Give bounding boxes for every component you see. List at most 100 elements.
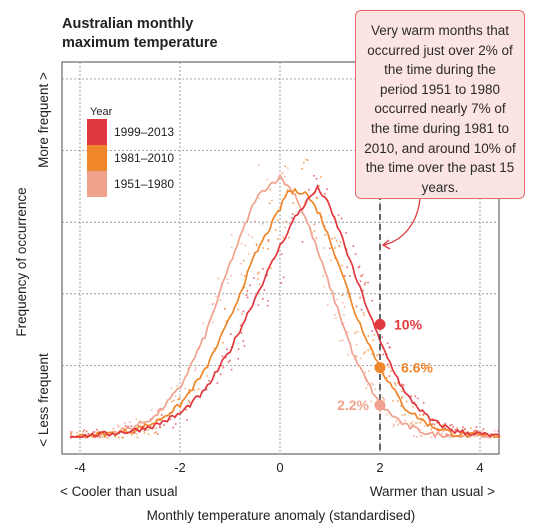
scatter-point [228,359,231,362]
callout-arrow [383,197,421,246]
scatter-point [316,197,319,200]
scatter-point [301,241,304,243]
annotation-callout: Very warm months that occurred just over… [355,10,525,199]
scatter-point [188,401,191,404]
scatter-point [219,299,222,301]
scatter-point [363,314,365,317]
scatter-point [400,405,402,407]
scatter-point [277,209,279,212]
scatter-point [245,294,248,297]
scatter-point [268,202,271,205]
callout-arrowhead [381,239,391,250]
legend: Year 1999–2013 1981–2010 1951–1980 [87,106,174,197]
scatter-point [261,298,264,300]
scatter-point [211,303,214,306]
scatter-point [284,226,286,229]
scatter-point [237,308,239,311]
scatter-point [302,161,305,164]
scatter-point [412,424,415,426]
scatter-point [410,424,413,427]
scatter-point [330,259,332,262]
scatter-point [450,428,453,430]
scatter-point [386,342,389,345]
scatter-point [364,281,367,284]
scatter-point [258,271,260,274]
scatter-point [313,230,316,232]
scatter-point [371,330,373,332]
scatter-point [462,426,464,428]
series-lines [69,173,501,439]
scatter-point [429,436,432,439]
scatter-point [262,268,264,270]
scatter-point [341,302,344,304]
scatter-point [404,420,406,422]
scatter-point [401,390,403,393]
scatter-point [370,400,372,403]
scatter-point [322,247,325,249]
scatter-point [281,172,284,174]
scatter-point [224,307,226,310]
scatter-point [255,243,258,246]
scatter-point [444,422,447,425]
scatter-point [244,244,247,247]
scatter-point [243,345,246,347]
scatter-point [230,233,233,236]
scatter-point [334,314,336,316]
scatter-point [341,339,344,342]
scatter-point [85,436,87,439]
x-right-label: Warmer than usual > [370,484,495,499]
scatter-point [413,435,415,437]
scatter-point [475,430,478,432]
scatter-point [412,405,414,408]
scatter-point [237,348,240,351]
scatter-point [360,275,362,278]
scatter-point [326,188,328,190]
legend-title: Year [90,106,113,118]
scatter-point [172,399,175,402]
scatter-point [206,375,209,377]
scatter-point [315,196,318,199]
scatter-point [87,433,90,435]
scatter-point [419,422,422,424]
marker-label: 2.2% [337,397,369,413]
scatter-point [381,396,383,399]
scatter-point [117,425,120,428]
scatter-point [124,425,127,427]
scatter-point [401,395,403,398]
scatter-point [416,435,418,438]
scatter-point [360,308,363,311]
marker-dot [374,318,386,330]
scatter-point [101,436,104,438]
scatter-point [96,428,98,431]
scatter-point [185,408,187,411]
scatter-point [216,382,219,384]
scatter-point [428,420,431,423]
scatter-point [98,431,100,433]
scatter-point [262,247,264,249]
scatter-point [359,357,362,360]
scatter-point [397,382,399,384]
scatter-point [355,305,358,308]
scatter-point [70,432,73,434]
scatter-point [324,193,326,195]
scatter-point [369,348,372,351]
scatter-point [372,383,374,386]
scatter-point [382,353,384,356]
scatter-point [169,418,172,421]
scatter-point [372,339,375,342]
scatter-point [437,429,440,432]
scatter-point [334,236,336,239]
scatter-point [300,211,303,214]
scatter-point [241,313,243,315]
scatter-point [230,368,233,371]
scatter-point [444,427,447,429]
scatter-point [362,312,365,314]
scatter-point [82,430,84,433]
scatter-point [267,240,270,243]
scatter-point [419,434,422,437]
scatter-point [178,396,181,399]
scatter-point [328,247,331,250]
scatter-point [395,420,398,423]
scatter-point [419,414,421,416]
scatter-point [188,388,190,391]
